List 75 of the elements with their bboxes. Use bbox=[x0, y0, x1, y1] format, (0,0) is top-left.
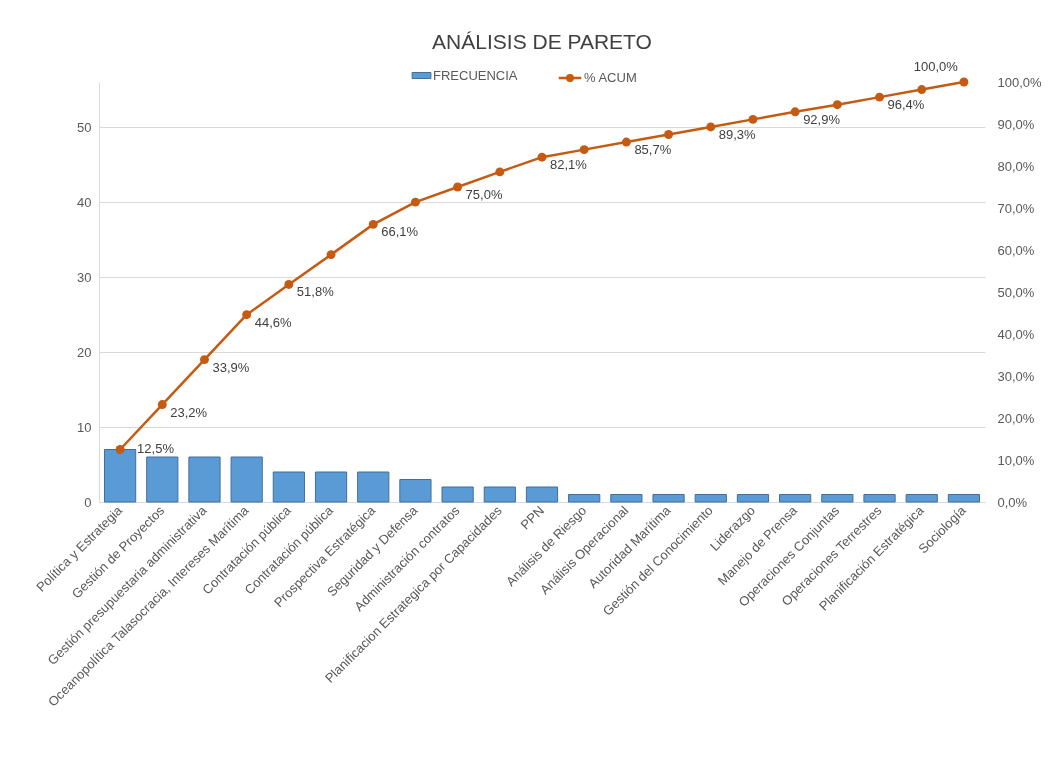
point bbox=[959, 77, 969, 87]
bar bbox=[568, 494, 601, 503]
point bbox=[453, 182, 463, 192]
data-label: 51,8% bbox=[296, 284, 335, 300]
bar bbox=[188, 456, 221, 503]
point bbox=[579, 145, 589, 155]
point bbox=[410, 197, 420, 207]
point bbox=[621, 137, 631, 147]
y2-tick-label: 80,0% bbox=[997, 158, 1035, 174]
bar bbox=[779, 494, 812, 503]
y-tick-label: 20 bbox=[77, 344, 92, 360]
legend-label: FRECUENCIA bbox=[433, 67, 518, 83]
point bbox=[242, 310, 252, 320]
point bbox=[832, 100, 842, 110]
bar bbox=[314, 471, 348, 503]
y2-tick-label: 50,0% bbox=[997, 284, 1035, 300]
y-tick-label: 0 bbox=[84, 494, 92, 510]
data-label: 85,7% bbox=[634, 142, 672, 158]
y-tick-label: 40 bbox=[77, 194, 92, 210]
data-label: 75,0% bbox=[465, 187, 503, 202]
bar bbox=[146, 456, 179, 503]
legend-label: % ACUM bbox=[584, 70, 637, 85]
data-label: 96,4% bbox=[887, 97, 925, 113]
point bbox=[326, 250, 336, 260]
bar bbox=[441, 486, 474, 503]
y2-tick-label: 40,0% bbox=[997, 326, 1035, 342]
data-label: 44,6% bbox=[254, 314, 292, 330]
bar bbox=[905, 494, 938, 503]
bar bbox=[230, 456, 263, 503]
y-tick-label: 30 bbox=[77, 269, 92, 285]
point bbox=[368, 219, 378, 229]
data-label: 92,9% bbox=[803, 111, 841, 127]
point bbox=[790, 107, 800, 117]
bar bbox=[947, 494, 981, 503]
bar bbox=[272, 471, 305, 503]
y2-tick-label: 90,0% bbox=[997, 116, 1035, 132]
y2-tick-label: 0,0% bbox=[997, 494, 1028, 510]
point bbox=[157, 400, 167, 410]
y2-tick-label: 20,0% bbox=[997, 410, 1035, 426]
bar bbox=[525, 486, 559, 503]
point bbox=[495, 167, 505, 177]
data-label: 100,0% bbox=[913, 59, 959, 74]
bar bbox=[610, 494, 643, 503]
data-label: 23,2% bbox=[170, 404, 208, 420]
bar bbox=[399, 479, 432, 503]
y-tick-label: 10 bbox=[77, 419, 92, 435]
point bbox=[875, 92, 884, 102]
y2-tick-label: 100,0% bbox=[997, 74, 1043, 90]
point bbox=[706, 122, 716, 132]
bar bbox=[483, 486, 516, 503]
point bbox=[284, 279, 294, 289]
point bbox=[115, 445, 125, 454]
bar bbox=[652, 494, 685, 503]
bar bbox=[357, 471, 390, 503]
bar bbox=[863, 494, 896, 503]
data-label: 82,1% bbox=[550, 157, 588, 173]
point bbox=[200, 355, 209, 365]
y2-tick-label: 30,0% bbox=[997, 368, 1035, 384]
bar bbox=[103, 449, 137, 503]
point bbox=[537, 152, 547, 162]
y-tick-label: 50 bbox=[77, 119, 92, 135]
y2-tick-label: 70,0% bbox=[997, 200, 1035, 216]
bar bbox=[821, 494, 854, 503]
chart-title: ANÁLISIS DE PARETO bbox=[432, 30, 652, 53]
data-label: 12,5% bbox=[137, 440, 175, 456]
point bbox=[917, 85, 927, 95]
point bbox=[664, 130, 674, 139]
bar bbox=[694, 494, 727, 503]
data-label: 89,3% bbox=[718, 126, 757, 142]
data-label: 33,9% bbox=[212, 359, 250, 375]
y2-tick-label: 60,0% bbox=[997, 242, 1035, 258]
point bbox=[748, 114, 758, 124]
data-label: 66,1% bbox=[381, 224, 419, 240]
bar bbox=[736, 494, 770, 503]
y2-tick-label: 10,0% bbox=[997, 452, 1035, 468]
